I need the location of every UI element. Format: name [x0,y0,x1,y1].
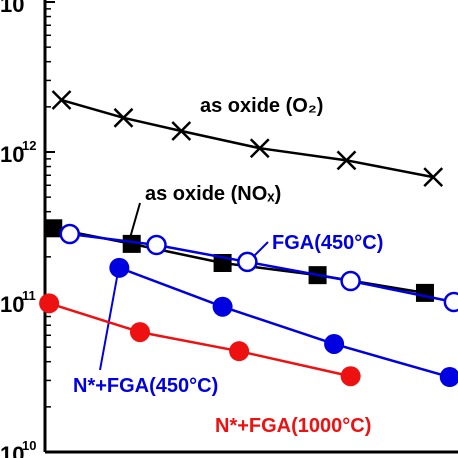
y-tick-label: 10 [0,142,24,167]
marker [109,257,130,278]
y-tick-exponent: 13 [22,0,36,3]
marker [340,270,361,292]
series-label: as oxide (NOₓ) [145,183,281,205]
y-tick-exponent: 11 [22,288,36,303]
marker [229,341,250,362]
marker [146,234,167,256]
marker [51,90,72,110]
series-line [48,302,351,378]
series-line [61,98,434,179]
marker [39,293,60,314]
series-label: FGA(450°C) [272,232,383,254]
marker [340,366,361,387]
marker [44,219,63,238]
y-tick-label: 10 [0,0,24,17]
marker [443,291,458,313]
y-tick-exponent: 12 [22,138,36,153]
y-tick-label: 10 [0,442,24,458]
marker [129,322,150,343]
marker [171,121,192,141]
series-label: as oxide (O₂) [200,95,323,117]
y-tick-label: 10 [0,292,24,317]
series-label: N*+FGA(1000°C) [215,415,371,437]
y-tick-exponent: 10 [22,438,36,453]
series-line [118,266,451,379]
marker [113,107,134,128]
marker [324,333,345,354]
marker [237,251,258,273]
marker [439,367,458,388]
marker [336,150,357,171]
marker [423,167,444,188]
series-label: N*+FGA(450°C) [73,375,218,397]
pointer [129,202,141,239]
marker [59,223,81,245]
marker [212,296,233,317]
marker [122,234,141,253]
marker [249,138,270,159]
marker [415,283,434,302]
